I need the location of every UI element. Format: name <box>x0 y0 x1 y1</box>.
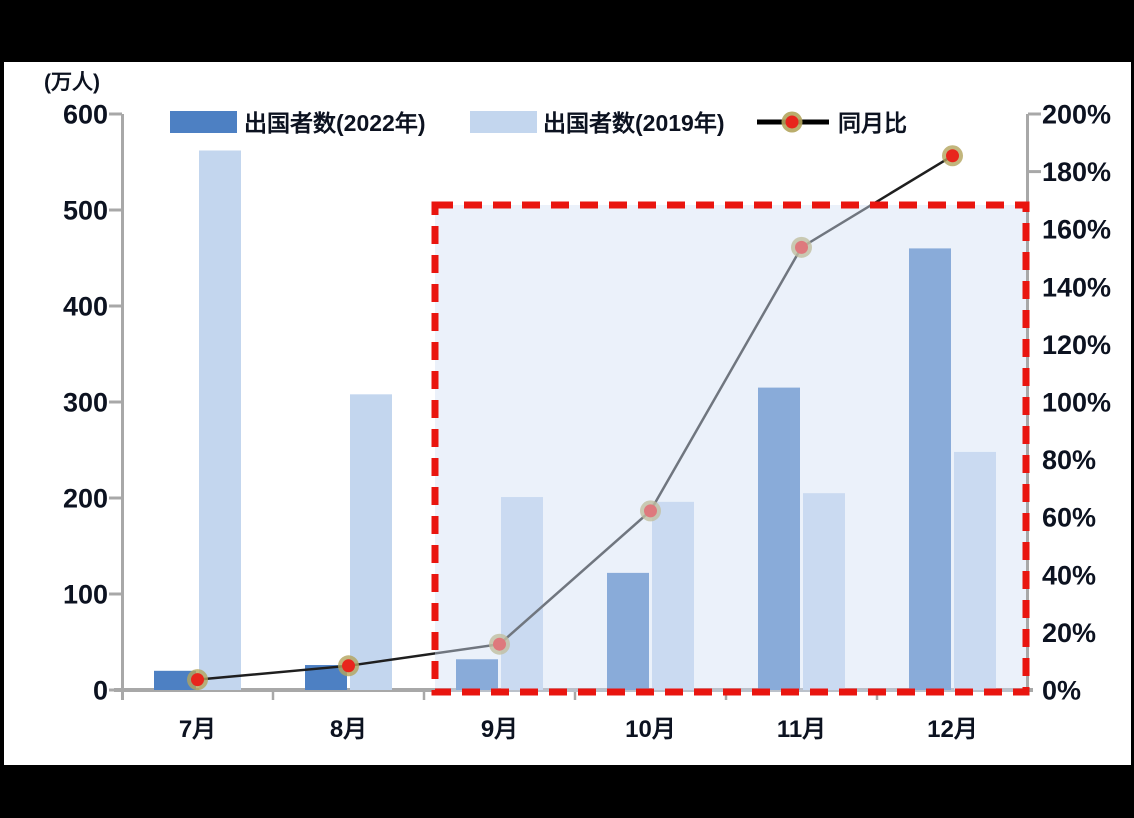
legend-swatch-2022 <box>170 111 237 133</box>
right-axis-tick-label: 40% <box>1042 560 1096 590</box>
ratio-marker-7月 <box>191 673 204 687</box>
ratio-marker-12月 <box>946 149 959 163</box>
bar-2019-7月 <box>199 150 241 691</box>
legend-swatch-2019 <box>470 111 537 133</box>
legend-label-2022: 出国者数(2022年) <box>244 110 425 136</box>
bar-2022-9月 <box>456 659 498 690</box>
x-axis-label-8月: 8月 <box>330 716 367 743</box>
right-axis-tick-label: 160% <box>1042 215 1111 245</box>
bar-2022-12月 <box>909 248 951 690</box>
bar-2019-8月 <box>350 394 392 690</box>
bar-2019-10月 <box>652 501 694 690</box>
ratio-line <box>197 154 954 681</box>
right-axis-tick-label: 200% <box>1042 100 1111 130</box>
ratio-marker-9月 <box>493 637 506 651</box>
x-axis-label-11月: 11月 <box>777 716 826 743</box>
left-axis-tick-label: 100 <box>63 580 108 610</box>
right-axis-tick-label: 20% <box>1042 618 1096 648</box>
left-axis-unit-label: (万人) <box>44 71 100 94</box>
right-axis-tick-label: 180% <box>1042 157 1111 187</box>
x-axis-label-9月: 9月 <box>481 716 518 743</box>
left-axis-tick-label: 200 <box>63 484 108 514</box>
ratio-marker-10月 <box>644 504 657 518</box>
bar-2019-9月 <box>501 497 543 690</box>
x-axis-label-7月: 7月 <box>179 716 216 743</box>
bar-2019-11月 <box>803 493 845 690</box>
right-axis-tick-label: 100% <box>1042 388 1111 418</box>
ratio-marker-8月 <box>342 659 355 673</box>
left-axis-tick-label: 0 <box>93 676 108 706</box>
legend-label-2019: 出国者数(2019年) <box>543 110 724 136</box>
right-axis-tick-label: 80% <box>1042 445 1096 475</box>
left-axis-tick-label: 400 <box>63 292 108 322</box>
ratio-marker-11月 <box>795 240 808 254</box>
left-axis-tick-label: 300 <box>63 388 108 418</box>
legend-marker-dot <box>785 115 799 129</box>
x-axis-label-12月: 12月 <box>927 716 978 743</box>
right-axis-tick-label: 0% <box>1042 676 1081 706</box>
bar-2019-12月 <box>954 451 996 690</box>
highlight-tint <box>435 205 1026 692</box>
highlight-dashed-box <box>431 201 1030 696</box>
bar-2022-11月 <box>758 387 800 690</box>
legend-label-ratio: 同月比 <box>838 110 907 136</box>
left-axis-tick-label: 600 <box>63 100 108 130</box>
bar-2022-10月 <box>607 572 649 690</box>
x-axis-label-10月: 10月 <box>625 716 676 743</box>
right-axis-tick-label: 140% <box>1042 272 1111 302</box>
right-axis-tick-label: 60% <box>1042 503 1096 533</box>
chart-graphics: 0 100 200 300 400 500 600 0% 20% 40% 60% 80% 100% 120… <box>4 62 1131 765</box>
right-axis-tick-label: 120% <box>1042 330 1111 360</box>
left-axis-tick-label: 500 <box>63 196 108 226</box>
bar-2022-7月 <box>154 670 196 690</box>
